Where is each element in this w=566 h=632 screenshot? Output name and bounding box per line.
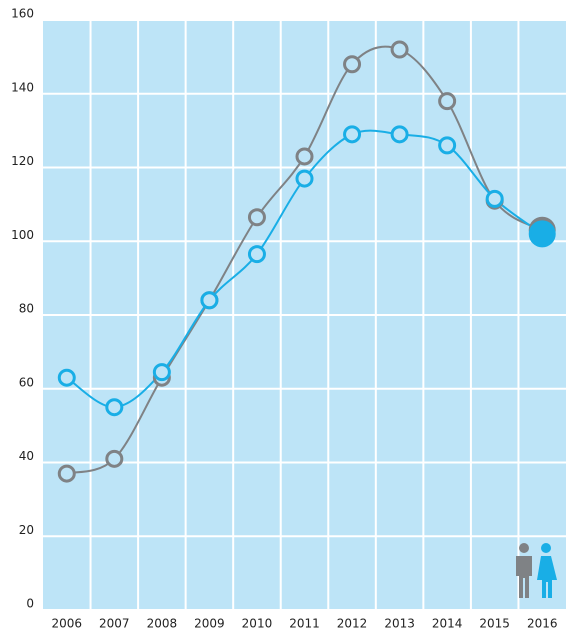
marks (57, 40, 556, 483)
data-point (57, 368, 76, 387)
x-tick-label: 2016 (527, 617, 558, 631)
data-point (438, 136, 457, 155)
data-point (343, 125, 362, 144)
y-tick-label: 160 (11, 7, 34, 21)
x-tick-label: 2012 (337, 617, 368, 631)
x-tick-label: 2006 (51, 617, 82, 631)
data-point (438, 92, 457, 111)
y-tick-label: 20 (19, 523, 34, 537)
x-tick-label: 2009 (194, 617, 225, 631)
data-point (247, 208, 266, 227)
x-tick-label: 2010 (242, 617, 273, 631)
data-point (105, 398, 124, 417)
grid (43, 19, 566, 611)
data-point (200, 291, 219, 310)
x-tick-label: 2015 (479, 617, 510, 631)
y-tick-label: 0 (26, 597, 34, 611)
data-point (343, 55, 362, 74)
x-tick-label: 2007 (99, 617, 130, 631)
data-point (295, 147, 314, 166)
y-tick-label: 100 (11, 228, 34, 242)
data-point (152, 363, 171, 382)
data-point (247, 245, 266, 264)
data-point (485, 189, 504, 208)
data-point (105, 449, 124, 468)
data-point (390, 125, 409, 144)
y-tick-label: 60 (19, 375, 34, 389)
y-tick-label: 120 (11, 154, 34, 168)
people-icon (516, 543, 557, 598)
data-point (57, 464, 76, 483)
data-point (528, 220, 556, 248)
x-tick-label: 2013 (384, 617, 415, 631)
y-tick-label: 80 (19, 302, 34, 316)
y-tick-label: 40 (19, 449, 34, 463)
x-tick-label: 2011 (289, 617, 320, 631)
y-tick-label: 140 (11, 80, 34, 94)
x-tick-label: 2008 (147, 617, 178, 631)
data-point (295, 169, 314, 188)
data-point (390, 40, 409, 59)
x-tick-label: 2014 (432, 617, 463, 631)
